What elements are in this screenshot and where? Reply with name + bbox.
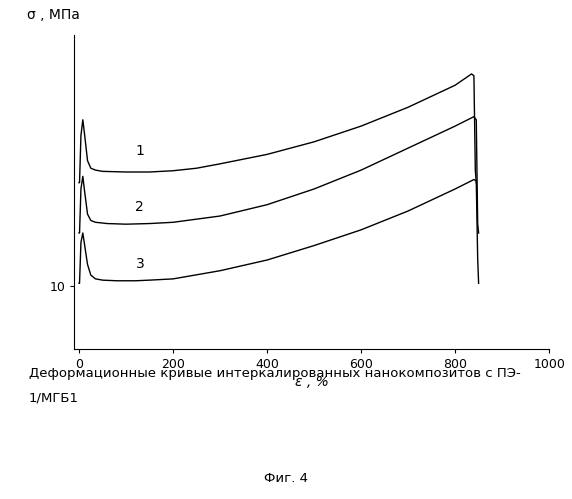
Text: Фиг. 4: Фиг. 4 bbox=[264, 472, 308, 485]
Text: 1/МГБ1: 1/МГБ1 bbox=[29, 392, 78, 405]
Text: σ , МПа: σ , МПа bbox=[27, 8, 80, 22]
X-axis label: ε , %: ε , % bbox=[295, 375, 329, 390]
Text: Деформационные кривые интеркалированных нанокомпозитов с ПЭ-: Деформационные кривые интеркалированных … bbox=[29, 367, 521, 380]
Text: 3: 3 bbox=[136, 256, 144, 270]
Text: 2: 2 bbox=[136, 200, 144, 214]
Text: 1: 1 bbox=[136, 144, 144, 158]
